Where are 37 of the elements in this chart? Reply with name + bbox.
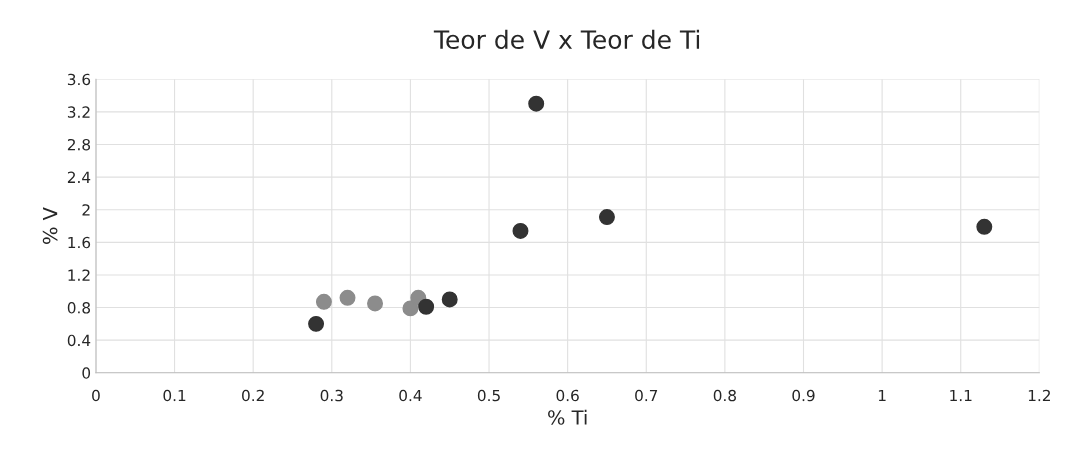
x-tick-label: 0.7 [635, 389, 658, 402]
point [598, 209, 615, 226]
x-tick-label: 0.5 [477, 389, 500, 402]
y-tick-label: 2 [82, 204, 90, 216]
x-axis-title: % Ti [548, 409, 587, 425]
point [402, 300, 419, 317]
y-tick-label: 1.6 [68, 236, 91, 249]
x-tick-label: 0 [92, 389, 100, 402]
y-tick-label: 3.6 [67, 73, 91, 86]
x-tick-label: 1 [878, 389, 886, 402]
x-tick-label: 0.6 [556, 389, 579, 402]
point [528, 95, 545, 112]
y-tick-label: 1.2 [68, 269, 90, 281]
point [441, 291, 458, 308]
point [512, 222, 529, 239]
point [976, 218, 993, 235]
x-tick-label: 0.8 [713, 389, 736, 402]
y-tick-label: 0 [82, 367, 91, 379]
x-tick-label: 1.1 [950, 389, 972, 402]
y-tick-label: 3.2 [67, 106, 90, 118]
chart-title: Teor de V x Teor de Ti [433, 29, 700, 50]
x-tick-label: 0.4 [399, 389, 422, 402]
point [308, 315, 325, 332]
x-tick-label: 0.2 [242, 389, 264, 402]
x-tick-label: 0.3 [320, 389, 343, 402]
x-tick-label: 1.2 [1028, 389, 1050, 402]
point [315, 293, 332, 310]
point [339, 289, 356, 306]
y-tick-label: 0.4 [67, 334, 91, 347]
x-tick-label: 0.1 [163, 389, 186, 402]
point [418, 298, 435, 315]
y-tick-label: 2.8 [67, 138, 91, 151]
x-tick-label: 0.9 [792, 389, 815, 402]
y-axis-title: % V [42, 207, 58, 244]
y-tick-label: 0.8 [67, 302, 91, 314]
point [367, 295, 384, 312]
y-tick-label: 2.4 [67, 171, 91, 183]
